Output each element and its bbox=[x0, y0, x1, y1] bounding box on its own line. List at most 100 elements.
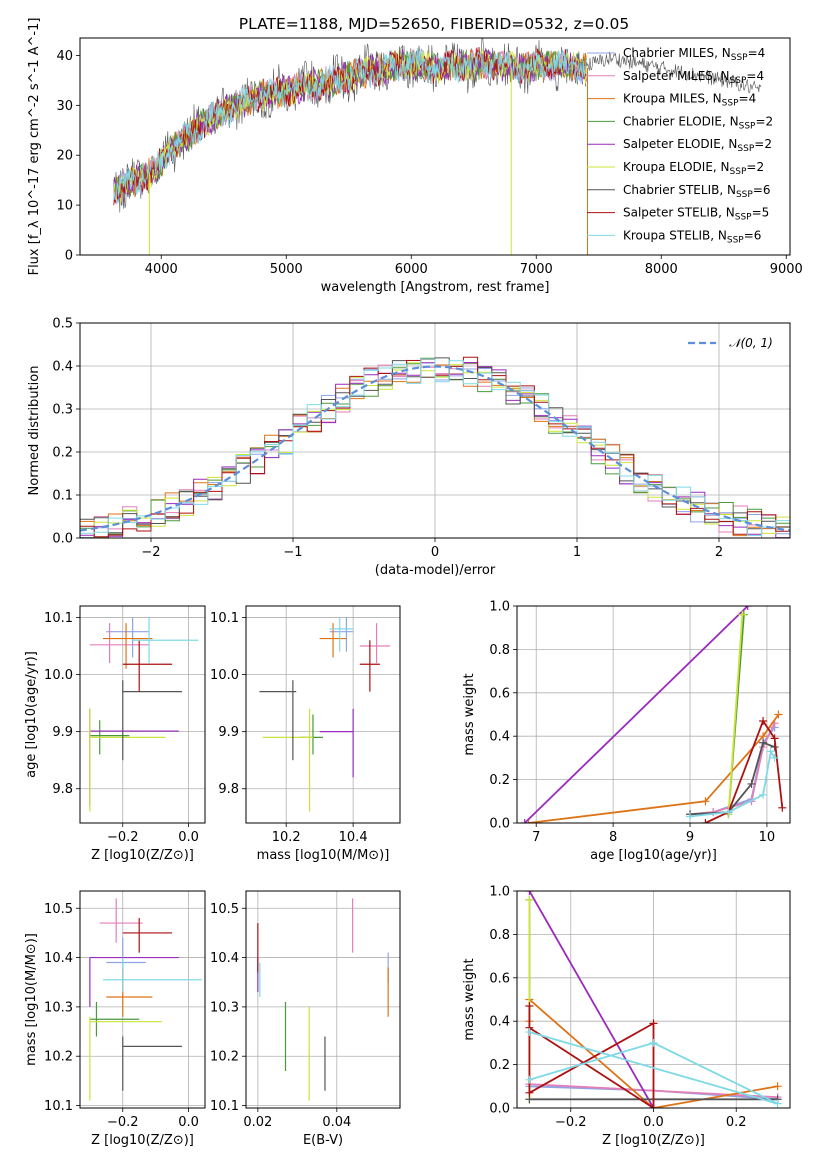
weight-point-marker bbox=[520, 819, 529, 823]
spectrum-line-kroupa-stelib bbox=[113, 47, 587, 201]
legend-entry: 𝒩(0, 1) bbox=[729, 336, 773, 350]
mass-vs-Z-xtick-label: −0.2 bbox=[107, 1115, 139, 1130]
weight-vs-Z-ylabel: mass weight bbox=[462, 958, 477, 1040]
age-vs-mass-ytick-label: 9.8 bbox=[218, 782, 239, 797]
weight-point-marker bbox=[525, 1028, 534, 1037]
weight-point-marker bbox=[766, 747, 775, 756]
legend-entry: Kroupa STELIB, NSSP=6 bbox=[623, 228, 761, 245]
spectrum-ytick-label: 10 bbox=[56, 199, 73, 214]
age-vs-Z-ylabel: age [log10(age/yr)] bbox=[24, 651, 39, 778]
weight-vs-Z-ytick-label: 0.8 bbox=[489, 928, 510, 943]
mass-vs-Z-ytick-label: 10.2 bbox=[44, 1050, 73, 1065]
residuals-ytick-label: 0.5 bbox=[52, 317, 73, 332]
legend-entry: Salpeter ELODIE, NSSP=2 bbox=[623, 137, 772, 154]
weight-point-marker bbox=[649, 1104, 658, 1108]
age-vs-Z-ytick-label: 9.9 bbox=[52, 725, 73, 740]
mass-vs-Z-ylabel: mass [log10(M/M⊙)] bbox=[24, 933, 39, 1066]
age-vs-Z-xtick-label: 0.0 bbox=[178, 830, 199, 845]
mass-vs-EBV-panel: 0.02 0.04 10.1 10.2 10.3 10.4 10.5 E(B-V) bbox=[210, 890, 401, 1148]
age-vs-mass-ytick-label: 10.1 bbox=[210, 611, 239, 626]
residuals-ytick-label: 0.4 bbox=[52, 360, 73, 375]
weight-point-marker bbox=[525, 1075, 534, 1084]
weight-vs-Z-xtick-label: 0.2 bbox=[726, 1115, 747, 1130]
mass-vs-EBV-ytick-label: 10.1 bbox=[210, 1099, 239, 1114]
legend-entry: Chabrier ELODIE, NSSP=2 bbox=[623, 114, 773, 131]
mass-vs-EBV-plot-area bbox=[257, 898, 389, 1101]
residuals-xtick-label: 2 bbox=[715, 545, 723, 560]
mass-vs-EBV-ytick-label: 10.4 bbox=[210, 951, 239, 966]
spectrum-ytick-label: 40 bbox=[56, 49, 73, 64]
age-vs-mass-xtick-label: 10.4 bbox=[339, 830, 368, 845]
age-vs-Z-plot-area bbox=[89, 617, 199, 812]
weight-point-marker bbox=[778, 803, 787, 812]
weight-vs-age-xtick-label: 9 bbox=[686, 830, 694, 845]
age-vs-mass-frame bbox=[245, 605, 401, 824]
mass-vs-EBV-ytick-label: 10.5 bbox=[210, 902, 239, 917]
spectrum-ytick-label: 20 bbox=[56, 149, 73, 164]
residuals-xlabel: (data-model)/error bbox=[375, 563, 496, 578]
residuals-ytick-label: 0.3 bbox=[52, 403, 73, 418]
weight-vs-age-xlabel: age [log10(age/yr)] bbox=[590, 848, 717, 863]
spectrum-xtick-label: 9000 bbox=[770, 262, 803, 277]
mass-vs-EBV-ytick-label: 10.3 bbox=[210, 1000, 239, 1015]
spectrum-xtick-label: 6000 bbox=[395, 262, 428, 277]
weight-point-marker bbox=[774, 710, 783, 719]
mass-vs-Z-ytick-label: 10.1 bbox=[44, 1099, 73, 1114]
residuals-ytick-label: 0.0 bbox=[52, 532, 73, 547]
weight-point-marker bbox=[525, 1002, 534, 1011]
weight-vs-age-ytick-label: 0.2 bbox=[489, 773, 510, 788]
residuals-ylabel: Normed distribution bbox=[27, 366, 42, 496]
weight-vs-Z-ytick-label: 0.2 bbox=[489, 1058, 510, 1073]
weight-vs-age-xtick-label: 7 bbox=[532, 830, 540, 845]
weight-point-marker bbox=[770, 734, 779, 743]
weight-vs-Z-xtick-label: −0.2 bbox=[555, 1115, 587, 1130]
weight-vs-Z-ytick-label: 0.4 bbox=[489, 1015, 510, 1030]
weight-point-marker bbox=[701, 797, 710, 806]
weight-point-marker bbox=[773, 1082, 782, 1091]
mass-vs-Z-xtick-label: 0.0 bbox=[178, 1115, 199, 1130]
spectrum-xlabel: wavelength [Angstrom, rest frame] bbox=[321, 280, 550, 295]
age-vs-Z-xlabel: Z [log10(Z/Z⊙)] bbox=[91, 848, 194, 863]
legend-entry: Kroupa MILES, NSSP=4 bbox=[623, 92, 756, 109]
weight-vs-Z-ytick-label: 1.0 bbox=[489, 885, 510, 900]
weight-line-kroupa-elodie bbox=[727, 614, 744, 815]
age-vs-Z-xtick-label: −0.2 bbox=[107, 830, 139, 845]
legend-entry: Chabrier STELIB, NSSP=6 bbox=[623, 183, 771, 200]
residuals-ytick-label: 0.2 bbox=[52, 446, 73, 461]
spectrum-ylabel: Flux [f_λ 10^-17 erg cm^-2 s^-1 A^-1] bbox=[27, 18, 42, 276]
weight-point-marker bbox=[743, 606, 752, 610]
residuals-xtick-label: 1 bbox=[573, 545, 581, 560]
mass-vs-EBV-frame bbox=[245, 890, 401, 1109]
weight-vs-age-ylabel: mass weight bbox=[462, 673, 477, 755]
legend-entry: Salpeter MILES, NSSP=4 bbox=[623, 69, 764, 86]
weight-point-marker bbox=[738, 610, 747, 619]
gaussian-reference-curve bbox=[80, 365, 790, 532]
weight-vs-age-panel: 7 8 9 10 0.0 0.2 0.4 0.6 0.8 1.0 age [log10(age/yr… bbox=[462, 600, 791, 863]
age-vs-mass-ytick-label: 9.9 bbox=[218, 725, 239, 740]
weight-point-marker bbox=[724, 808, 733, 817]
mass-vs-Z-xlabel: Z [log10(Z/Z⊙)] bbox=[91, 1133, 194, 1148]
mass-vs-Z-ytick-label: 10.5 bbox=[44, 902, 73, 917]
age-vs-Z-panel: −0.2 0.0 9.8 9.9 10.0 10.1 Z [log10(Z/Z⊙)] age … bbox=[24, 605, 206, 863]
age-vs-Z-ytick-label: 10.0 bbox=[44, 668, 73, 683]
residuals-xtick-label: 0 bbox=[431, 545, 439, 560]
mass-vs-Z-ytick-label: 10.3 bbox=[44, 1000, 73, 1015]
mass-vs-EBV-xtick-label: 0.04 bbox=[322, 1115, 351, 1130]
age-vs-mass-ytick-label: 10.0 bbox=[210, 668, 239, 683]
mass-vs-EBV-xlabel: E(B-V) bbox=[303, 1133, 343, 1148]
weight-point-marker bbox=[759, 717, 768, 726]
mass-vs-EBV-xtick-label: 0.02 bbox=[243, 1115, 272, 1130]
weight-vs-age-xtick-label: 10 bbox=[759, 830, 776, 845]
weight-line-salpeter-elodie bbox=[524, 606, 749, 823]
spectrum-xtick-label: 7000 bbox=[520, 262, 553, 277]
weight-line-kroupa-miles bbox=[528, 713, 780, 823]
spectrum-panel: Chabrier MILES, NSSP=4 Salpeter MILES, NS… bbox=[27, 18, 803, 295]
weight-vs-age-frame bbox=[516, 605, 791, 824]
age-vs-Z-ytick-label: 10.1 bbox=[44, 611, 73, 626]
weight-point-marker bbox=[686, 812, 695, 821]
residuals-xtick-label: −2 bbox=[141, 545, 160, 560]
mass-vs-Z-frame bbox=[79, 890, 206, 1109]
spectrum-xtick-label: 8000 bbox=[645, 262, 678, 277]
weight-vs-age-ytick-label: 1.0 bbox=[489, 600, 510, 615]
